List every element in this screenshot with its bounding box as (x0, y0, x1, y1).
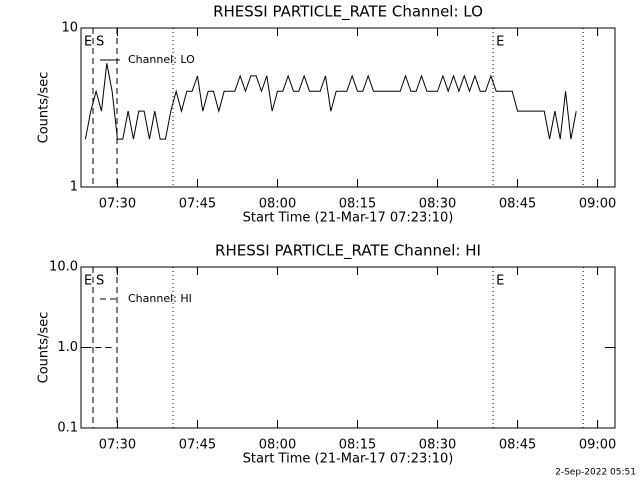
legend-label: Channel: HI (128, 292, 192, 305)
chart-title: RHESSI PARTICLE_RATE Channel: LO (213, 3, 483, 22)
legend-label: Channel: LO (128, 53, 195, 66)
x-tick-label: 07:45 (179, 197, 216, 212)
x-tick-label: 08:45 (499, 197, 536, 212)
chart-title: RHESSI PARTICLE_RATE Channel: HI (215, 242, 481, 261)
y-axis-label: Counts/sec (37, 72, 52, 144)
data-line (84, 63, 577, 140)
annotation: E (84, 35, 92, 50)
x-tick-label: 08:15 (339, 438, 376, 453)
x-tick-label: 09:00 (579, 197, 616, 212)
y-tick-label: 10 (61, 21, 78, 36)
y-axis-label: Counts/sec (37, 312, 52, 384)
x-tick-label: 08:30 (419, 197, 456, 212)
x-axis-label: Start Time (21-Mar-17 07:23:10) (243, 452, 454, 467)
x-tick-label: 08:30 (419, 438, 456, 453)
plot-frame (80, 27, 616, 188)
x-tick-label: 07:30 (99, 438, 136, 453)
x-tick-label: 08:00 (259, 197, 296, 212)
annotation: E (496, 35, 504, 50)
x-axis-label: Start Time (21-Mar-17 07:23:10) (243, 211, 454, 226)
y-tick-label: 1 (70, 180, 78, 195)
y-tick-label: 1.0 (57, 340, 78, 355)
y-tick-label: 10.0 (49, 260, 78, 275)
x-tick-label: 08:00 (259, 438, 296, 453)
footer: 2-Sep-2022 05:51 (555, 468, 636, 478)
y-tick-label: 0.1 (57, 421, 78, 436)
annotation: S (96, 274, 104, 289)
x-tick-label: 07:30 (99, 197, 136, 212)
annotation: E (496, 274, 504, 289)
annotation: S (96, 35, 104, 50)
x-tick-label: 08:45 (499, 438, 536, 453)
x-tick-label: 08:15 (339, 197, 376, 212)
x-tick-label: 07:45 (179, 438, 216, 453)
x-tick-label: 09:00 (579, 438, 616, 453)
annotation: E (84, 274, 92, 289)
